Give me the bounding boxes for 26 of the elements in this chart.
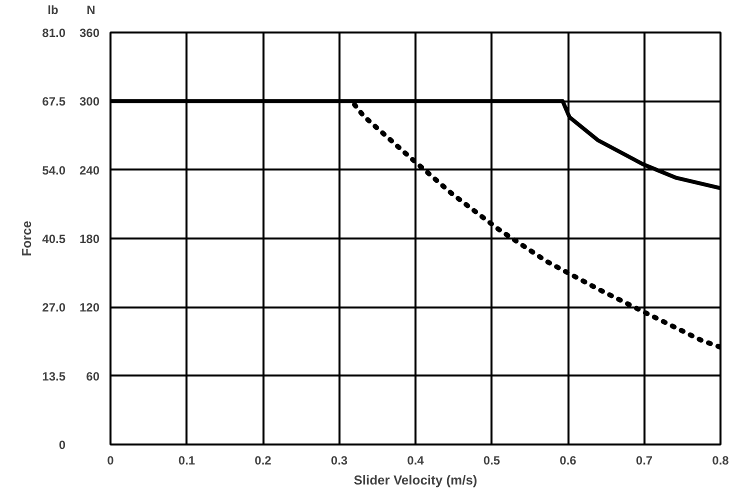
y-tick-label: 54.0 [42,163,66,178]
x-axis-title: Slider Velocity (m/s) [354,472,478,488]
x-tick-label: 0.1 [178,454,196,468]
y-tick-label: 13.5 [42,369,66,384]
x-tick-label: 0 [107,454,114,468]
y2-tick-label: 360 [79,26,100,40]
x-tick-label: 0.8 [712,454,730,468]
x-tick-label: 0.2 [254,454,272,468]
y-tick-label: 27.0 [42,300,66,315]
x-tick-label: 0.5 [483,454,500,468]
y2-tick-label: 180 [79,232,100,246]
y-tick-label: 67.5 [42,94,66,109]
text: N [86,2,96,19]
x-tick-label: 0.6 [560,454,577,468]
y2-tick-label: 120 [79,300,100,315]
y2-tick-label: 240 [79,163,100,178]
y-tick-label: 0 [58,438,66,452]
x-tick-label: 0.4 [407,454,424,468]
y2-tick-label: 60 [86,369,100,384]
text: lb [46,2,60,19]
y-axis-title: Force [19,220,34,256]
x-tick-label: 0.7 [636,454,653,468]
y-tick-label: 81.0 [42,26,66,40]
y2-tick-label: 300 [79,94,100,109]
y-tick-label: 40.5 [42,232,66,246]
x-tick-label: 0.3 [330,454,348,468]
